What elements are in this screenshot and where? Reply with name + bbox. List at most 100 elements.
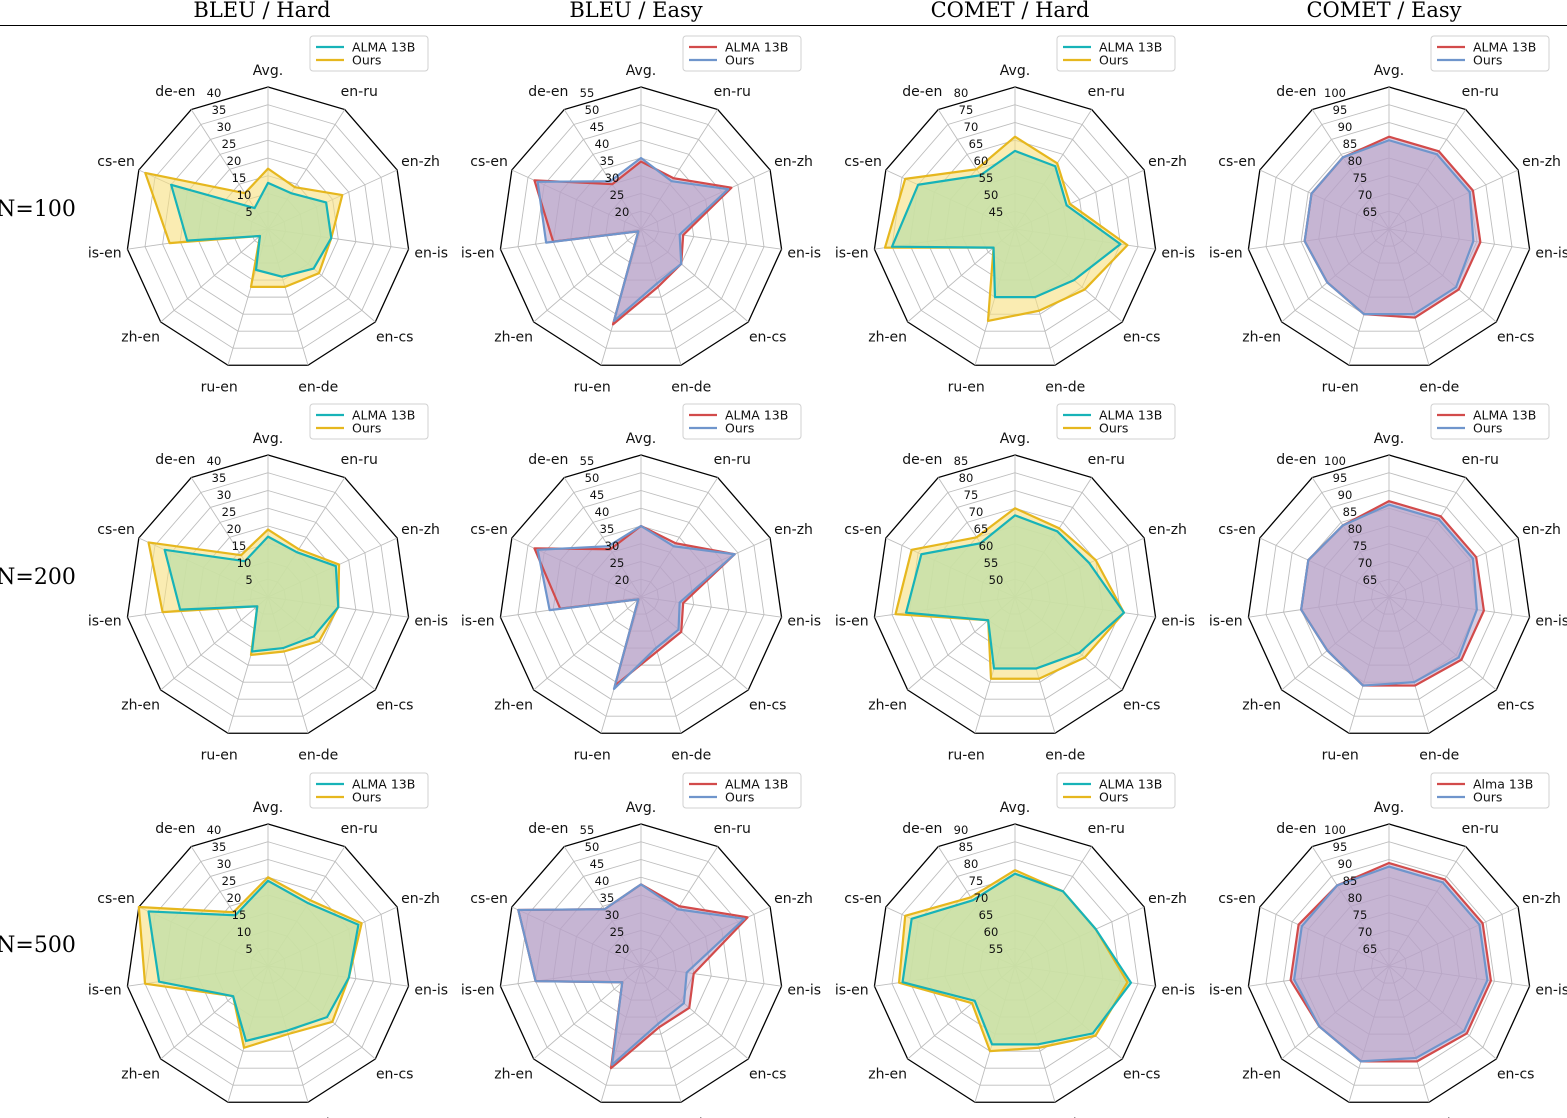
row-label-2: N=200 [0,565,76,590]
axis-label-avg: Avg. [1374,800,1404,816]
series-line-ours [137,876,363,1049]
tick-label: 35 [212,471,227,485]
radar-chart-bleu-hard-500: 5 10 15 20 25 30 35 40 Avg. en-ru en-zh en-is en-cs e… [88,772,448,1118]
tick-label: 80 [1348,154,1363,168]
tick-label: 20 [227,891,242,905]
axis-label-cs-en: cs-en [97,154,135,170]
axis-label-en-zh: en-zh [1148,522,1187,538]
tick-label: 10 [237,925,252,939]
radar-frame [499,823,783,1103]
grid-ring [891,841,1139,1086]
axis-label-zh-en: zh-en [1242,329,1281,345]
series-line-alma-13b [170,181,333,278]
tick-label: 75 [964,488,979,502]
tick-label: 35 [600,522,615,536]
legend-box [1430,35,1550,72]
tick-label: 20 [615,573,630,587]
grid-ring [1265,104,1513,349]
tick-label: 20 [615,942,630,956]
grid-ring [144,472,392,717]
axis-label-en-ru: en-ru [1088,84,1125,100]
radar-chart-comet-easy-500: 65 70 75 80 85 90 95 100 Avg. en-ru en-zh en-is en-c… [1209,772,1567,1118]
figure-header: BLEU / Hard BLEU / Easy COMET / Hard COM… [0,0,1567,26]
axis-label-is-en: is-en [461,982,495,998]
axis-label-en-ru: en-ru [1462,821,1499,837]
tick-label: 15 [232,908,247,922]
tick-label: 65 [1363,573,1378,587]
radar-chart-bleu-easy-100: 20 25 30 35 40 45 50 55 Avg. en-ru en-zh en-is en-cs… [461,35,821,395]
axis-label-en-zh: en-zh [1148,154,1187,170]
series-line-alma-13b [890,149,1122,299]
axis-label-is-en: is-en [461,245,495,261]
series-line-ours [1303,139,1475,316]
grid-spoke [533,596,642,691]
axis-label-en-ru: en-ru [341,452,378,468]
axis-label-en-is: en-is [1161,245,1195,261]
tick-label: 5 [245,573,252,587]
axis-label-de-en: de-en [902,452,942,468]
axis-label-avg: Avg. [1000,63,1030,79]
radar-frame [1247,86,1531,366]
axis-label-avg: Avg. [253,431,283,447]
axis-label-cs-en: cs-en [470,154,508,170]
axis-label-ru-en: ru-en [948,747,985,763]
grid-ring [1283,859,1495,1069]
tick-label: 30 [217,120,232,134]
axis-label-en-cs: en-cs [1123,329,1161,345]
tick-label: 25 [610,556,625,570]
tick-label: 25 [222,137,237,151]
axis-label-cs-en: cs-en [844,154,882,170]
axis-label-en-ru: en-ru [1462,452,1499,468]
radar-chart-comet-hard-500: 55 60 65 70 75 80 85 90 Avg. en-ru en-zh en-is en-cs… [835,772,1195,1118]
axis-label-cs-en: cs-en [1218,891,1256,907]
series-fill-alma-13b [148,880,359,1041]
radar-frame [873,86,1157,366]
axis-label-en-is: en-is [1535,245,1567,261]
legend-label: Ours [352,53,381,68]
tick-label: 70 [969,505,984,519]
tick-label: 35 [212,840,227,854]
legend-label: Ours [725,53,754,68]
axis-label-zh-en: zh-en [1242,697,1281,713]
tick-label: 35 [600,891,615,905]
series-line-alma-13b [904,514,1126,670]
axis-label-de-en: de-en [155,452,195,468]
tick-label: 25 [610,925,625,939]
tick-label: 25 [222,505,237,519]
legend-label: ALMA 13B [1099,40,1162,55]
radar-frame [499,454,783,734]
tick-label: 85 [959,840,974,854]
legend-box [309,772,429,809]
axis-label-cs-en: cs-en [844,522,882,538]
axis-label-ru-en: ru-en [1322,1116,1359,1118]
tick-label: 70 [974,891,989,905]
tick-label: 80 [1348,522,1363,536]
tick-label: 10 [237,188,252,202]
tick-label: 70 [964,120,979,134]
axis-label-cs-en: cs-en [470,891,508,907]
grid-ring [1283,490,1495,700]
axis-label-en-ru: en-ru [1088,452,1125,468]
row-label-3: N=500 [0,933,76,958]
axis-label-en-cs: en-cs [1497,1066,1535,1082]
tick-label: 55 [984,556,999,570]
axis-label-en-zh: en-zh [774,891,813,907]
tick-label: 55 [979,171,994,185]
axis-label-avg: Avg. [1374,63,1404,79]
tick-label: 10 [237,556,252,570]
axis-label-cs-en: cs-en [470,522,508,538]
series-fill-alma-13b [1301,501,1484,686]
axis-label-zh-en: zh-en [868,329,907,345]
series-fill-alma-13b [534,526,735,686]
legend-box [682,772,802,809]
axis-label-en-de: en-de [298,1116,338,1118]
axis-label-en-ru: en-ru [714,821,751,837]
axis-label-en-is: en-is [1535,613,1567,629]
series-line-ours [517,883,746,1066]
legend-label: ALMA 13B [352,40,415,55]
series-line-alma-13b [147,879,360,1043]
tick-label: 55 [580,86,595,100]
grid-spoke [533,228,642,323]
